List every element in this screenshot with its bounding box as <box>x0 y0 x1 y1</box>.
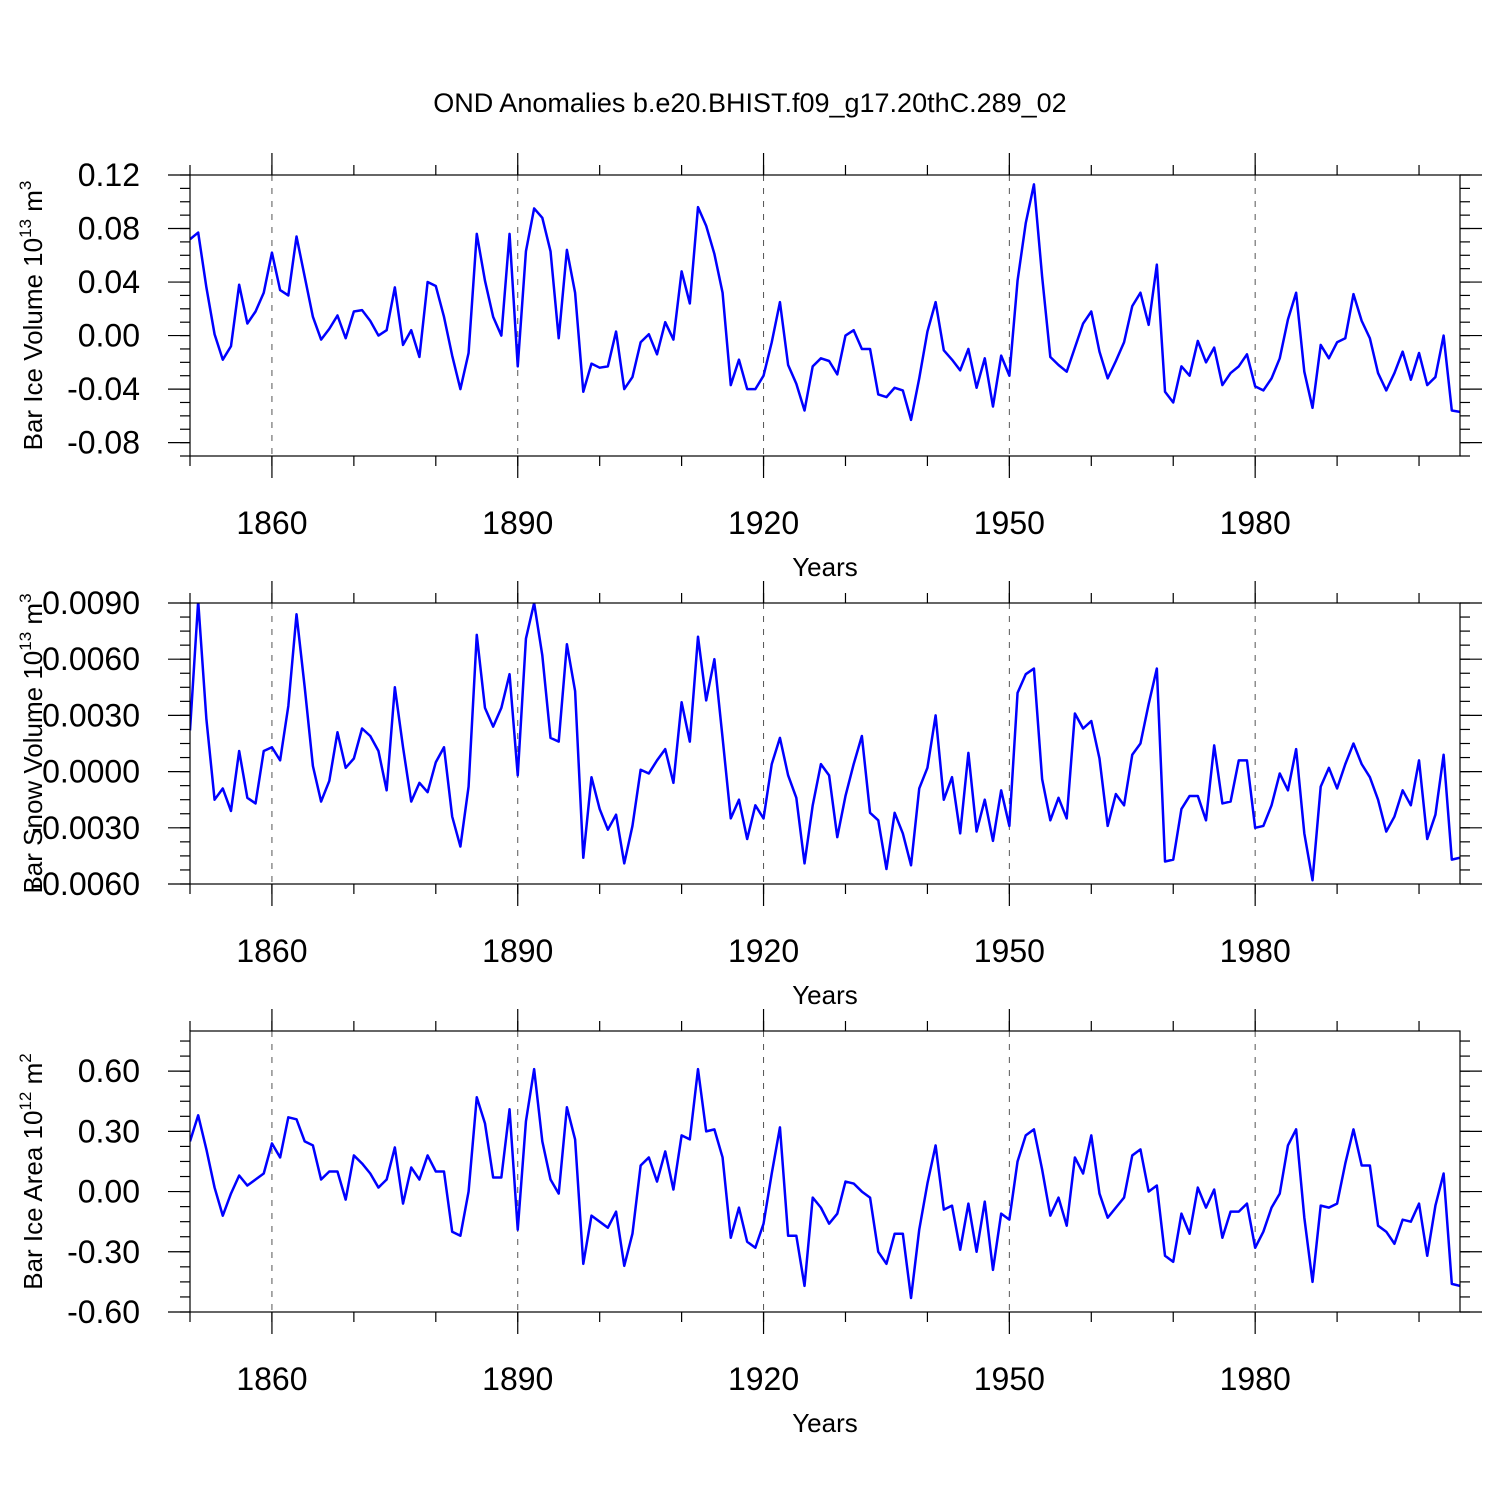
y-tick-label: 0.00 <box>78 318 140 354</box>
series-line <box>190 1067 1460 1300</box>
y-tick-label: 0.30 <box>78 1113 140 1149</box>
panel-snow: 0.0090 0.0060 0.0030 0.0000 -0.0030 -0.0060 18… <box>16 581 1482 1010</box>
y-tick-label: -0.0030 <box>31 810 140 846</box>
y-axis-label: Bar Ice Volume 1013 m3 <box>16 181 48 451</box>
panel-volume: 0.12 0.08 0.04 0.00 -0.04 -0.08 1860 1890 1920 19… <box>16 153 1482 582</box>
panel-area: 0.60 0.30 0.00 -0.30 -0.60 1860 1890 1920 1950 19… <box>16 1009 1482 1438</box>
chart-title: OND Anomalies b.e20.BHIST.f09_g17.20thC.… <box>433 88 1066 118</box>
x-tick-label: 1890 <box>482 1361 553 1397</box>
x-tick-label: 1980 <box>1220 505 1291 541</box>
y-tick-label: -0.08 <box>67 425 140 461</box>
x-axis-label: Years <box>792 1408 858 1438</box>
x-tick-label: 1950 <box>974 933 1045 969</box>
y-tick-label: -0.60 <box>67 1294 140 1330</box>
x-tick-label: 1860 <box>236 1361 307 1397</box>
y-tick-label: 0.0000 <box>42 754 140 790</box>
plot-frame <box>189 602 1461 885</box>
x-tick-label: 1890 <box>482 505 553 541</box>
x-axis-label: Years <box>792 980 858 1010</box>
y-tick-label: 0.0060 <box>42 641 140 677</box>
y-tick-label: 0.60 <box>78 1053 140 1089</box>
plot-frame <box>189 174 1461 457</box>
x-tick-label: 1920 <box>728 1361 799 1397</box>
y-tick-label: -0.04 <box>67 371 140 407</box>
x-tick-label: 1980 <box>1220 1361 1291 1397</box>
x-tick-label: 1980 <box>1220 933 1291 969</box>
x-tick-label: 1860 <box>236 933 307 969</box>
y-tick-label: 0.0090 <box>42 585 140 621</box>
y-tick-label: 0.04 <box>78 264 140 300</box>
plot-frame <box>189 1030 1461 1313</box>
y-tick-label: -0.0060 <box>31 866 140 902</box>
y-axis-label: Bar Snow Volume 1013 m3 <box>16 593 48 893</box>
x-tick-label: 1890 <box>482 933 553 969</box>
x-axis-label: Years <box>792 552 858 582</box>
series-line <box>190 603 1460 882</box>
y-tick-label: 0.08 <box>78 211 140 247</box>
x-tick-label: 1920 <box>728 933 799 969</box>
y-tick-label: 0.00 <box>78 1174 140 1210</box>
x-tick-label: 1950 <box>974 1361 1045 1397</box>
x-tick-label: 1950 <box>974 505 1045 541</box>
x-tick-label: 1920 <box>728 505 799 541</box>
y-tick-label: 0.12 <box>78 157 140 193</box>
series-line <box>190 183 1460 422</box>
x-tick-label: 1860 <box>236 505 307 541</box>
y-tick-label: 0.0030 <box>42 697 140 733</box>
y-tick-label: -0.30 <box>67 1234 140 1270</box>
y-axis-label: Bar Ice Area 1012 m2 <box>16 1053 48 1290</box>
